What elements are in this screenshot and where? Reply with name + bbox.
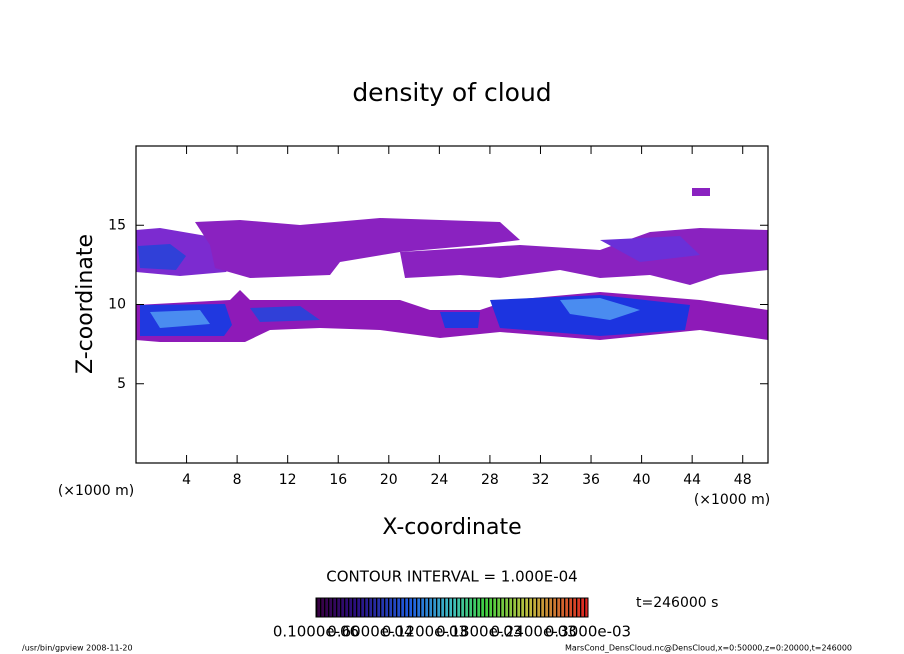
contour-field: [136, 188, 768, 342]
x-tick-label: 44: [683, 472, 701, 488]
x-tick-label: 28: [481, 472, 499, 488]
x-tick-label: 12: [279, 472, 297, 488]
cloud-region: [195, 218, 520, 278]
x-tick-label: 48: [734, 472, 752, 488]
x-tick-label: 8: [233, 472, 242, 488]
contour-interval: CONTOUR INTERVAL = 1.000E-04: [326, 568, 577, 586]
x-tick-label: 20: [380, 472, 398, 488]
colorbar-label: 0.1000e-06: [273, 623, 359, 641]
cloud-region: [250, 306, 320, 322]
footer: MarsCond_DensCloud.nc@DensCloud,x=0:5000…: [565, 644, 852, 653]
y-axis-title: Z-coordinate: [73, 234, 98, 374]
x-tick-label: 4: [182, 472, 191, 488]
colorbar-label: 0.1800e-03: [436, 623, 522, 641]
colorbar-label: 0.1200e-03: [382, 623, 468, 641]
x-tick-label: 24: [430, 472, 448, 488]
time-label: t=246000 s: [636, 595, 718, 611]
axis-unit: (×1000 m): [58, 483, 134, 499]
cloud-region: [560, 298, 640, 320]
footer: /usr/bin/gpview 2008-11-20: [22, 644, 133, 653]
cloud-region: [440, 312, 480, 328]
x-tick-label: 16: [329, 472, 347, 488]
chart-title: density of cloud: [352, 78, 551, 107]
cloud-region: [692, 188, 710, 196]
colorbar-label: 0.3000e-03: [545, 623, 631, 641]
axis-unit: (×1000 m): [694, 492, 770, 508]
x-tick-label: 40: [633, 472, 651, 488]
cloud-region: [150, 310, 210, 328]
cloud-region: [138, 244, 186, 270]
cloud-region: [600, 236, 700, 262]
y-tick-label: 10: [108, 297, 126, 313]
x-tick-label: 36: [582, 472, 600, 488]
x-tick-label: 32: [532, 472, 550, 488]
colorbar-frame: [315, 597, 589, 618]
colorbar-label: 0.2400e-03: [490, 623, 576, 641]
y-tick-label: 15: [108, 217, 126, 233]
y-tick-label: 5: [117, 376, 126, 392]
colorbar-label: 0.6000e-04: [327, 623, 413, 641]
x-axis-title: X-coordinate: [382, 515, 521, 540]
